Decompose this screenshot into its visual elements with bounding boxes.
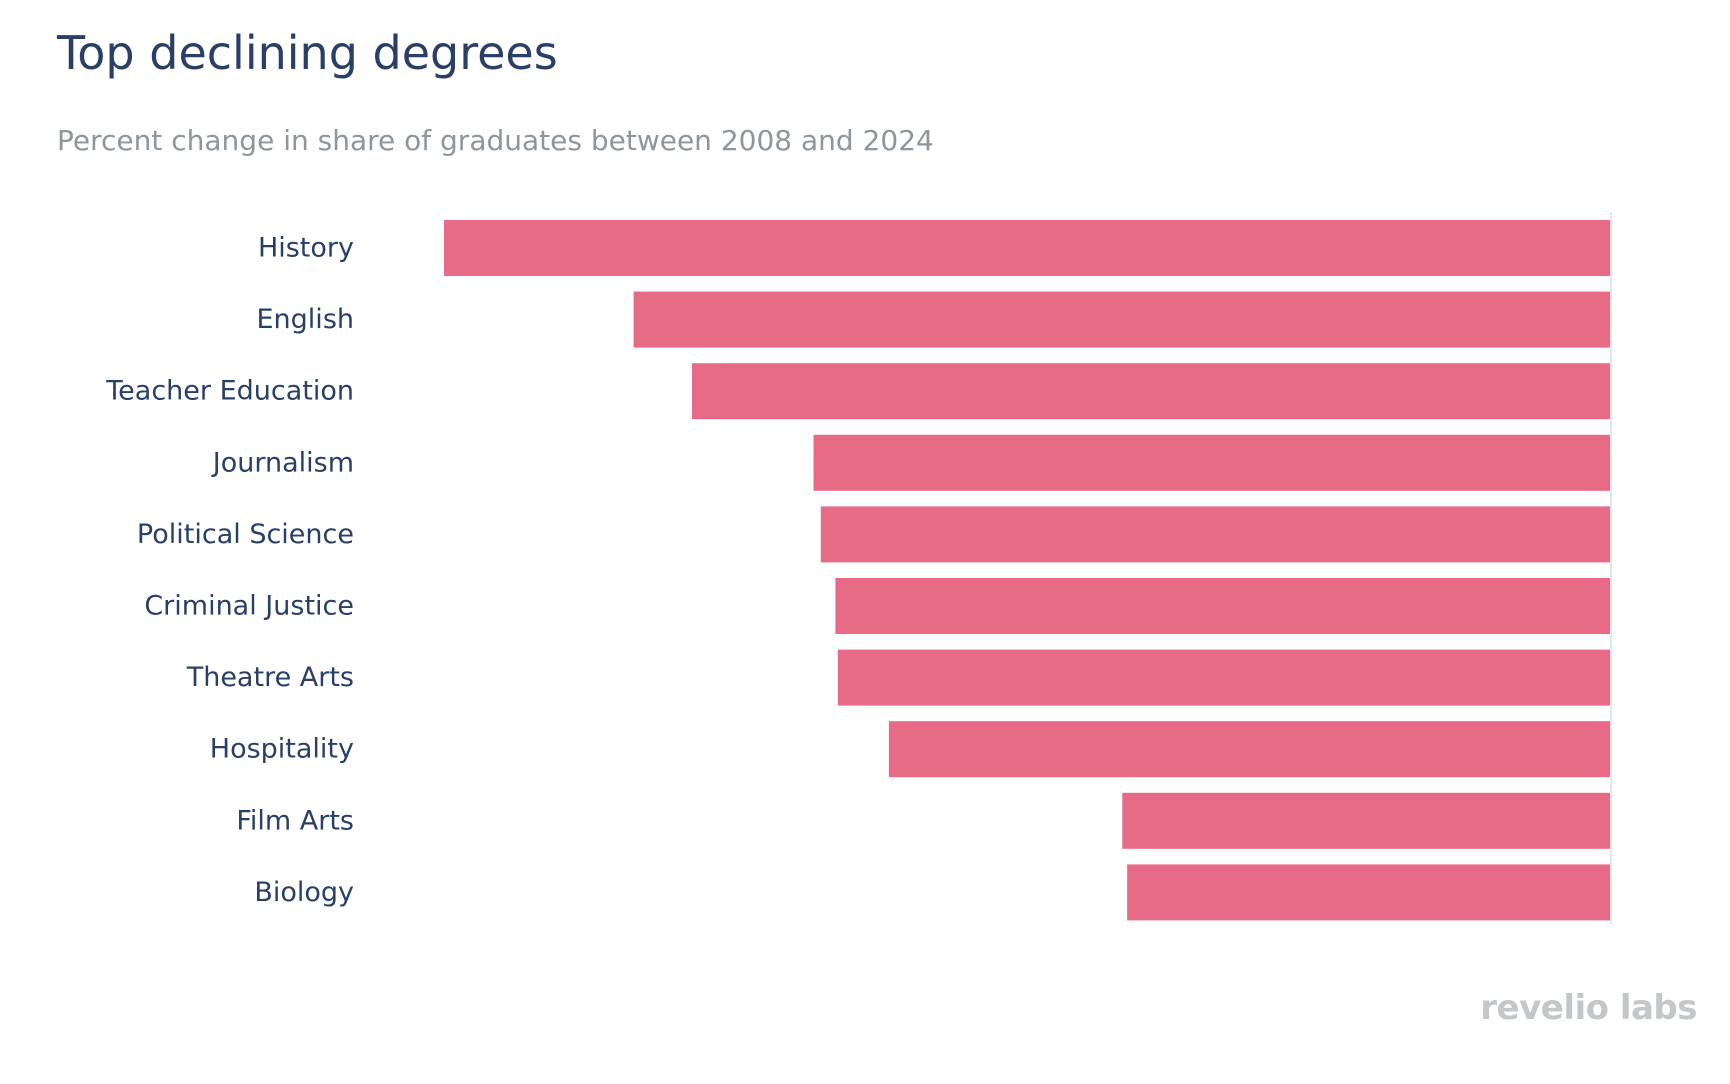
bars-group [443, 220, 1611, 921]
category-label-film-arts: Film Arts [236, 805, 354, 836]
bar-film-arts [1122, 792, 1611, 849]
revelio-labs-logo: revelio labs [1480, 988, 1697, 1028]
chart-subtitle: Percent change in share of graduates bet… [57, 124, 934, 157]
bar-history [443, 220, 1611, 276]
category-label-english: English [257, 304, 355, 335]
category-label-biology: Biology [254, 877, 354, 908]
category-label-criminal-justice: Criminal Justice [144, 591, 354, 622]
bar-theatre-arts [837, 649, 1611, 706]
bar-journalism [813, 434, 1611, 491]
category-label-teacher-education: Teacher Education [105, 376, 354, 407]
bar-political-science [820, 506, 1611, 563]
category-label-hospitality: Hospitality [210, 734, 354, 765]
category-label-history: History [258, 233, 354, 264]
category-labels-group: History English Teacher Education Journalis… [105, 233, 354, 908]
category-label-political-science: Political Science [137, 519, 354, 550]
bar-criminal-justice [835, 578, 1611, 634]
bar-biology [1127, 864, 1611, 921]
bar-english [633, 291, 1611, 348]
chart-title: Top declining degrees [57, 26, 558, 80]
bar-hospitality [888, 721, 1611, 778]
category-label-theatre-arts: Theatre Arts [186, 662, 354, 693]
category-label-journalism: Journalism [211, 447, 354, 478]
bar-teacher-education [691, 363, 1611, 420]
